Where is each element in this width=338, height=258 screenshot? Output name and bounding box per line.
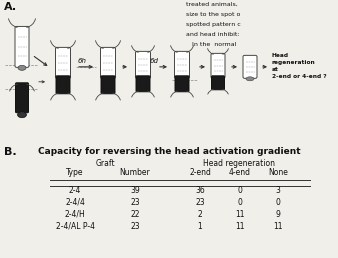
Text: Number: Number bbox=[120, 168, 150, 177]
Text: 11: 11 bbox=[235, 222, 245, 231]
Ellipse shape bbox=[18, 112, 26, 118]
Text: 2-end: 2-end bbox=[189, 168, 211, 177]
Text: 22: 22 bbox=[130, 210, 140, 219]
Text: In the  normal: In the normal bbox=[186, 42, 236, 47]
Text: 39: 39 bbox=[130, 186, 140, 195]
FancyBboxPatch shape bbox=[101, 76, 115, 94]
Text: Head
regeneration
at
2-end or 4-end ?: Head regeneration at 2-end or 4-end ? bbox=[272, 53, 327, 79]
FancyBboxPatch shape bbox=[136, 51, 150, 78]
FancyBboxPatch shape bbox=[175, 76, 189, 92]
Text: Type: Type bbox=[66, 168, 84, 177]
Text: Capacity for reversing the head activation gradient: Capacity for reversing the head activati… bbox=[38, 148, 300, 157]
Text: 9: 9 bbox=[275, 210, 281, 219]
Text: B.: B. bbox=[4, 148, 17, 157]
FancyBboxPatch shape bbox=[56, 76, 70, 94]
Text: 36: 36 bbox=[195, 186, 205, 195]
FancyBboxPatch shape bbox=[136, 76, 150, 92]
Text: 2-4/4: 2-4/4 bbox=[65, 198, 85, 207]
Text: None: None bbox=[268, 168, 288, 177]
Text: 2-4/H: 2-4/H bbox=[65, 210, 86, 219]
Text: 0: 0 bbox=[238, 198, 242, 207]
FancyBboxPatch shape bbox=[55, 47, 71, 78]
Text: size to the spot o: size to the spot o bbox=[186, 12, 240, 17]
Text: 2-4: 2-4 bbox=[69, 186, 81, 195]
Text: and head inhibit:: and head inhibit: bbox=[186, 32, 240, 37]
Text: spotted pattern c: spotted pattern c bbox=[186, 22, 241, 27]
FancyBboxPatch shape bbox=[243, 55, 257, 78]
Ellipse shape bbox=[246, 77, 254, 81]
Text: 0: 0 bbox=[238, 186, 242, 195]
Ellipse shape bbox=[18, 65, 26, 70]
Text: 23: 23 bbox=[130, 198, 140, 207]
Text: 0: 0 bbox=[275, 198, 281, 207]
Text: Head regeneration: Head regeneration bbox=[203, 159, 275, 168]
Text: 11: 11 bbox=[273, 222, 283, 231]
Text: 23: 23 bbox=[195, 198, 205, 207]
Text: Graft: Graft bbox=[95, 159, 115, 168]
FancyBboxPatch shape bbox=[212, 76, 224, 90]
Text: 3: 3 bbox=[275, 186, 281, 195]
Text: A.: A. bbox=[4, 2, 17, 12]
FancyBboxPatch shape bbox=[16, 83, 28, 113]
Text: 2: 2 bbox=[198, 210, 202, 219]
FancyBboxPatch shape bbox=[100, 47, 116, 78]
FancyBboxPatch shape bbox=[15, 26, 29, 67]
FancyBboxPatch shape bbox=[211, 53, 225, 78]
Text: 23: 23 bbox=[130, 222, 140, 231]
Text: 11: 11 bbox=[235, 210, 245, 219]
FancyBboxPatch shape bbox=[174, 51, 190, 78]
Text: 2-4/AL P-4: 2-4/AL P-4 bbox=[55, 222, 95, 231]
Text: treated animals,: treated animals, bbox=[186, 2, 238, 7]
Text: 6h: 6h bbox=[77, 58, 87, 64]
Text: 6d: 6d bbox=[149, 58, 159, 64]
Text: 4-end: 4-end bbox=[229, 168, 251, 177]
Text: 1: 1 bbox=[198, 222, 202, 231]
